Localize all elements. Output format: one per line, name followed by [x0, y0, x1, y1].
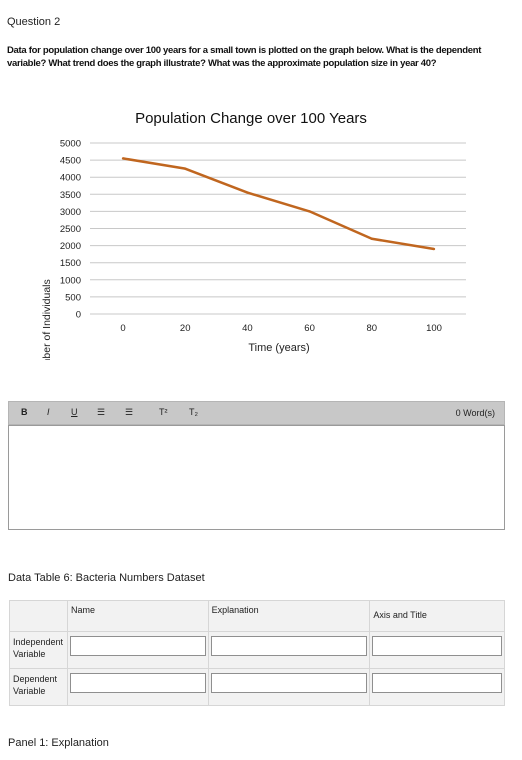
data-point: [308, 210, 311, 213]
data-table: Name Explanation Axis and Title Independ…: [9, 600, 505, 706]
italic-button[interactable]: I: [47, 407, 50, 417]
data-point: [184, 167, 187, 170]
answer-editor[interactable]: [8, 425, 505, 530]
row-label-dependent: Dependent Variable: [9, 668, 68, 706]
question-text: Data for population change over 100 year…: [7, 45, 482, 69]
bullet-list-icon[interactable]: ☰: [97, 407, 106, 417]
table-header-name: Name: [66, 600, 209, 632]
bold-button[interactable]: B: [21, 407, 28, 417]
editor-toolbar: B I U ☰ ☰ T² T₂ 0 Word(s): [8, 401, 505, 425]
y-tick-label: 0: [76, 310, 81, 321]
dependent-axis-title-input[interactable]: [372, 673, 502, 693]
table-cell: [66, 668, 209, 706]
word-count: 0 Word(s): [455, 408, 495, 418]
table-cell: [66, 631, 209, 669]
question-title: Question 2: [7, 16, 61, 28]
table-row: Independent Variable: [9, 631, 505, 669]
data-point: [370, 237, 373, 240]
subscript-button[interactable]: T₂: [189, 407, 198, 417]
table-title: Data Table 6: Bacteria Numbers Dataset: [8, 572, 205, 584]
table-cell: [207, 631, 371, 669]
x-tick-label: 20: [180, 323, 191, 334]
table-row: Dependent Variable: [9, 668, 505, 706]
population-series: [121, 157, 436, 251]
x-axis-label: Time (years): [248, 342, 309, 354]
data-point: [432, 247, 436, 251]
y-tick-label: 500: [65, 292, 81, 303]
y-tick-label: 2000: [60, 241, 81, 252]
y-tick-label: 4500: [60, 156, 81, 167]
table-header-empty: [9, 600, 68, 632]
series-line: [122, 157, 435, 251]
independent-name-input[interactable]: [69, 636, 206, 656]
data-point: [121, 157, 125, 160]
y-tick-label: 4000: [60, 173, 81, 184]
panel-label: Panel 1: Explanation: [8, 737, 109, 749]
x-tick-label: 60: [304, 323, 315, 334]
population-chart: Population Change over 100 Years 0 500 100…: [41, 110, 466, 360]
chart-title: Population Change over 100 Years: [135, 110, 367, 127]
y-tick-label: 1000: [60, 275, 81, 286]
y-axis-ticks: 0 500 1000 1500 2000 2500 3000 3500 4000 4500 5000: [60, 139, 81, 321]
table-cell: [207, 668, 371, 706]
superscript-button[interactable]: T²: [159, 407, 168, 417]
x-tick-label: 40: [242, 323, 253, 334]
numbered-list-icon[interactable]: ☰: [125, 407, 134, 417]
dependent-name-input[interactable]: [69, 673, 206, 693]
table-cell: [369, 668, 505, 706]
independent-axis-title-input[interactable]: [372, 636, 502, 656]
y-axis-label: Number of Individuals: [41, 279, 53, 360]
chart-gridlines: [90, 142, 466, 315]
y-tick-label: 3000: [60, 207, 81, 218]
independent-explanation-input[interactable]: [210, 636, 368, 656]
y-tick-label: 1500: [60, 258, 81, 269]
x-tick-label: 80: [367, 323, 378, 334]
y-tick-label: 2500: [60, 224, 81, 235]
dependent-explanation-input[interactable]: [210, 673, 368, 693]
table-cell: [369, 631, 505, 669]
row-label-independent: Independent Variable: [9, 631, 68, 669]
table-header-explanation: Explanation: [207, 600, 371, 632]
underline-button[interactable]: U: [71, 407, 78, 417]
x-axis-ticks: 0 20 40 60 80 100: [120, 323, 442, 334]
y-tick-label: 5000: [60, 139, 81, 150]
table-header-row: Name Explanation Axis and Title: [9, 600, 505, 632]
x-tick-label: 100: [426, 323, 442, 334]
x-tick-label: 0: [120, 323, 125, 334]
y-tick-label: 3500: [60, 190, 81, 201]
data-point: [246, 191, 249, 194]
table-header-axis-title: Axis and Title: [369, 600, 505, 632]
